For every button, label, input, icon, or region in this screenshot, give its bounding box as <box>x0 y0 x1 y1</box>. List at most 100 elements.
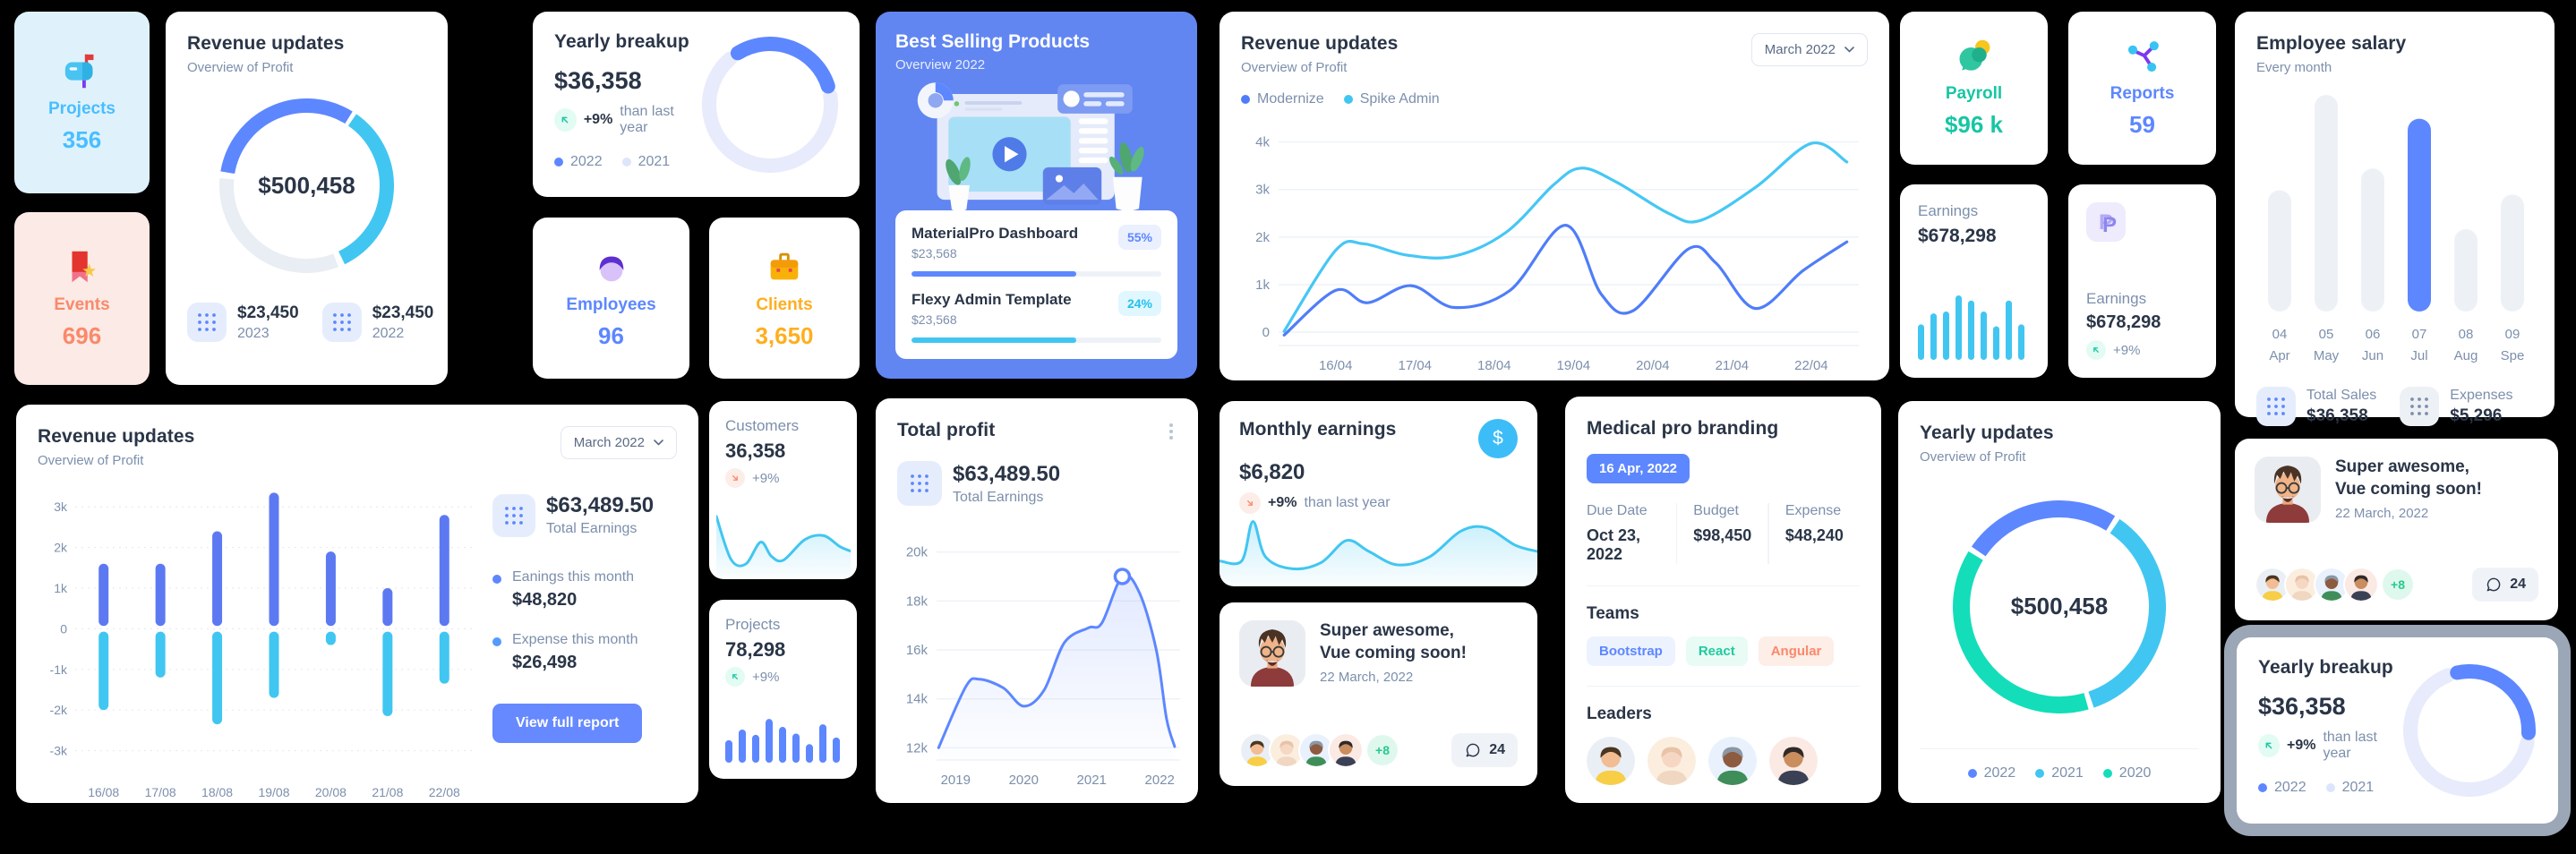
earnings-bars-card: Earnings $678,298 <box>1900 184 2048 378</box>
svg-text:May: May <box>2314 348 2340 363</box>
projects-mini-bars <box>725 696 841 763</box>
employees-value: 96 <box>598 321 624 349</box>
clients-value: 3,650 <box>755 321 814 349</box>
comments-pill[interactable]: 24 <box>2472 568 2538 602</box>
earnings-mini-bars <box>1918 295 2030 360</box>
reports-tile: Reports 59 <box>2068 12 2216 165</box>
product-pct-badge: 55% <box>1117 225 1161 250</box>
leaders-avatar-group <box>1587 737 1860 785</box>
col-label: Due Date <box>1587 503 1647 518</box>
events-value: 696 <box>62 322 102 349</box>
svg-text:14k: 14k <box>906 692 929 707</box>
team-chip-angular: Angular <box>1758 636 1835 666</box>
col-label: Expense <box>1784 503 1842 518</box>
product-price: $23,568 <box>911 312 957 327</box>
svg-text:12k: 12k <box>906 740 929 756</box>
svg-text:P: P <box>2102 213 2117 235</box>
delta-value: +9% <box>752 669 780 685</box>
svg-text:4k: 4k <box>1255 135 1270 150</box>
stat-value: $23,450 <box>237 303 299 322</box>
earnings-this-month: Eanings this month $48,820 <box>492 569 677 611</box>
avatar <box>2255 457 2321 523</box>
kebab-menu-icon[interactable] <box>1166 420 1177 443</box>
card-subtitle: Overview of Profit <box>1241 60 1348 75</box>
stat-2023: $23,450 2023 <box>187 303 299 342</box>
projects-value: 78,298 <box>725 638 786 661</box>
svg-text:20k: 20k <box>906 545 929 560</box>
earnings-label: Earnings <box>1918 202 1979 219</box>
svg-text:1k: 1k <box>1255 278 1270 293</box>
svg-text:17/08: 17/08 <box>145 785 176 799</box>
grid-dots-icon <box>2400 387 2440 426</box>
col-value: $98,450 <box>1693 526 1752 544</box>
clients-tile: Clients 3,650 <box>709 218 860 379</box>
svg-text:2022: 2022 <box>1145 773 1175 788</box>
card-subtitle: Overview of Profit <box>38 453 144 468</box>
comment-icon <box>1466 743 1480 757</box>
revenue-updates-line-card: Revenue updates Overview of Profit March… <box>1220 12 1889 380</box>
card-title: Employee salary <box>2256 33 2407 54</box>
comments-pill[interactable]: 24 <box>1451 733 1518 767</box>
more-avatars-badge: +8 <box>2383 569 2413 600</box>
legend-2022: 2022 <box>554 154 603 170</box>
delta-note: than last year <box>2323 730 2377 761</box>
grid-dots-icon <box>897 461 942 506</box>
card-title: Yearly updates <box>1920 423 2054 443</box>
revenue-line-chart: 0 1k 2k 3k 4k 16/04 17/04 18/04 19/04 20/04 21/04 2… <box>1241 116 1868 381</box>
item-value: $48,820 <box>512 590 578 610</box>
card-title: Revenue updates <box>1241 33 1399 54</box>
projects-tile: Projects 356 <box>14 12 150 193</box>
svg-text:-1k: -1k <box>50 662 68 677</box>
item-label: Expense this month <box>512 632 638 647</box>
projects-label: Projects <box>48 99 116 118</box>
monthly-earnings-wave <box>1220 502 1537 586</box>
total-profit-stat: $63,489.50 Total Earnings <box>897 461 1177 506</box>
yearly-updates-card: Yearly updates Overview of Profit $500,4… <box>1898 401 2221 803</box>
card-subtitle: Overview 2022 <box>895 57 986 73</box>
vue-announcement-card: Super awesome, Vue coming soon! 22 March… <box>2235 439 2558 620</box>
chevron-down-icon <box>654 440 663 446</box>
total-earnings-label: Total Earnings <box>546 521 638 536</box>
svg-text:16k: 16k <box>906 643 929 658</box>
teams-heading: Teams <box>1587 604 1639 623</box>
earnings-paypal-card: P P Earnings $678,298 +9% <box>2068 184 2216 378</box>
progress-track <box>911 337 1161 343</box>
customers-label: Customers <box>725 417 800 434</box>
product-name: Flexy Admin Template <box>911 291 1072 308</box>
clients-label: Clients <box>756 295 813 314</box>
grid-dots-icon <box>492 493 535 537</box>
earnings-label: Earnings <box>2086 290 2147 307</box>
svg-text:0: 0 <box>60 621 67 636</box>
stat-value: $36,358 <box>2306 406 2368 425</box>
delta-value: +9% <box>2113 342 2141 358</box>
month-dropdown[interactable]: March 2022 <box>560 426 677 459</box>
card-title: Revenue updates <box>187 33 345 54</box>
yearly-breakup-ring <box>702 36 838 173</box>
trend-down-icon <box>1239 492 1261 514</box>
product-row: MaterialPro Dashboard $23,568 55% <box>911 225 1161 277</box>
view-full-report-button[interactable]: View full report <box>492 704 643 743</box>
yearly-breakup-card: Yearly breakup $36,358 +9% than last yea… <box>533 12 860 197</box>
avatar-group <box>2255 567 2379 602</box>
svg-text:18k: 18k <box>906 594 929 609</box>
employee-salary-card: Employee salary Every month 04 Apr 05 May 06… <box>2235 12 2555 426</box>
month-dropdown[interactable]: March 2022 <box>1750 33 1868 66</box>
svg-text:04: 04 <box>2272 327 2288 342</box>
announcement-date: 22 March, 2022 <box>1320 670 1414 686</box>
svg-text:21/04: 21/04 <box>1716 358 1750 373</box>
svg-text:2020: 2020 <box>1009 773 1039 788</box>
stat-value: $23,450 <box>372 303 434 322</box>
payroll-label: Payroll <box>1945 84 2003 103</box>
svg-text:1k: 1k <box>54 581 68 595</box>
announcement-title-line2: Vue coming soon! <box>1320 643 1467 662</box>
card-subtitle: Overview of Profit <box>187 60 294 75</box>
delta-value: +9% <box>2286 738 2316 753</box>
total-earnings-stat: $63,489.50 Total Earnings <box>492 493 677 537</box>
svg-text:0: 0 <box>1262 325 1270 340</box>
events-tile: Events 696 <box>14 212 150 385</box>
svg-text:18/04: 18/04 <box>1477 358 1511 373</box>
grid-dots-icon <box>2256 387 2296 426</box>
stat-label: Total Sales <box>2306 387 2377 403</box>
total-sales-stat: Total Sales $36,358 <box>2256 387 2376 426</box>
